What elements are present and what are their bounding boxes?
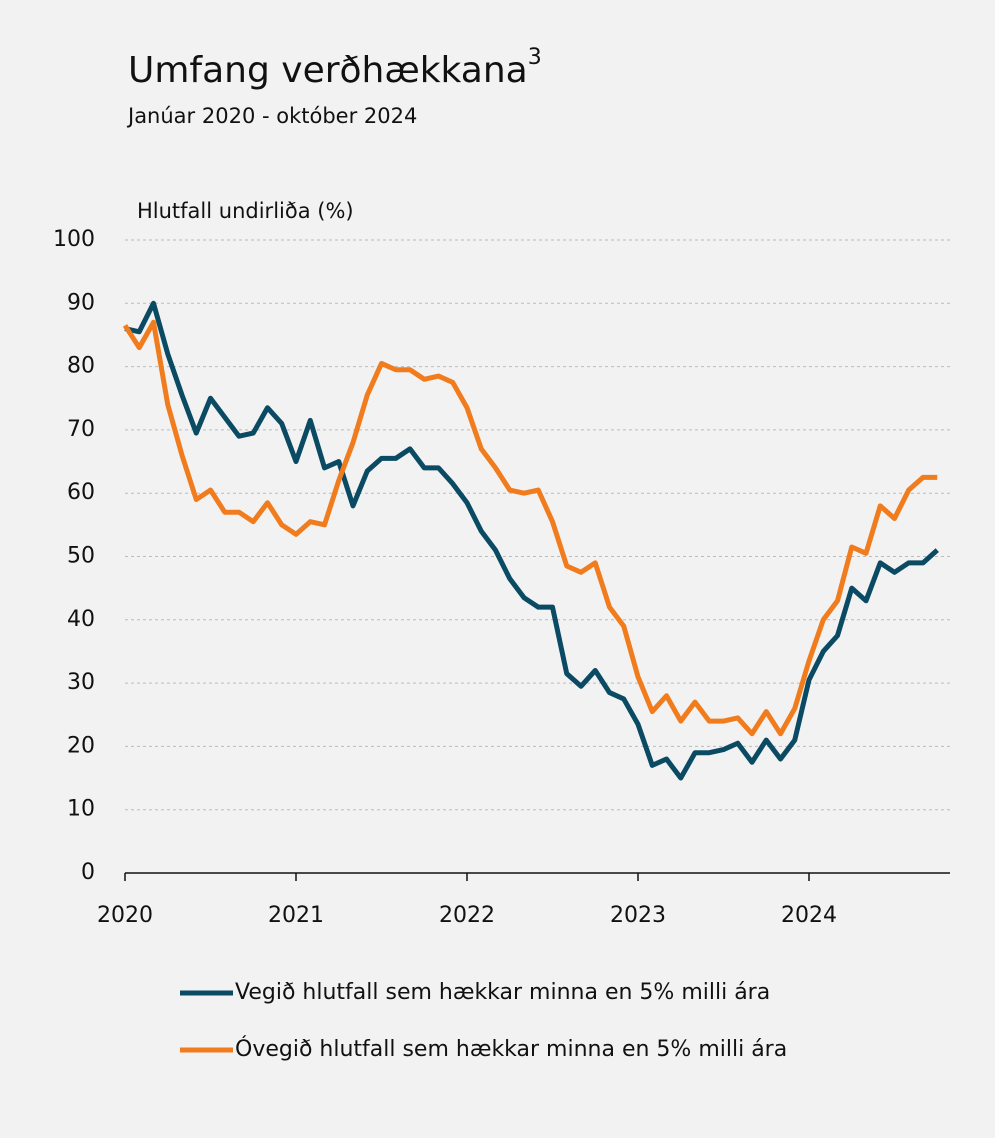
legend-label: Óvegið hlutfall sem hækkar minna en 5% m… [235,1036,787,1062]
x-tick-label: 2023 [610,903,666,928]
y-tick-label: 40 [67,607,95,632]
y-tick-label: 10 [67,797,95,822]
x-tick-label: 2020 [97,903,153,928]
x-tick-label: 2021 [268,903,324,928]
y-tick-label: 70 [67,417,95,442]
y-tick-label: 30 [67,670,95,695]
title-text: Umfang verðhækkana [128,50,528,91]
series-line [124,300,939,781]
x-tick-label: 2022 [439,903,495,928]
y-tick-label: 50 [67,544,95,569]
y-axis-label: Hlutfall undirliða (%) [137,199,354,223]
chart-title: Umfang verðhækkana3 [128,45,542,91]
chart-subtitle: Janúar 2020 - október 2024 [126,104,417,128]
y-tick-label: 60 [67,480,95,505]
y-tick-label: 80 [67,354,95,379]
legend-label: Vegið hlutfall sem hækkar minna en 5% mi… [235,980,770,1005]
series-line [122,319,938,737]
y-tick-label: 20 [67,733,95,758]
x-tick-label: 2024 [781,903,837,928]
title-superscript: 3 [528,45,542,70]
y-tick-label: 90 [67,290,95,315]
y-tick-label: 0 [81,860,95,885]
y-tick-label: 100 [53,227,95,252]
